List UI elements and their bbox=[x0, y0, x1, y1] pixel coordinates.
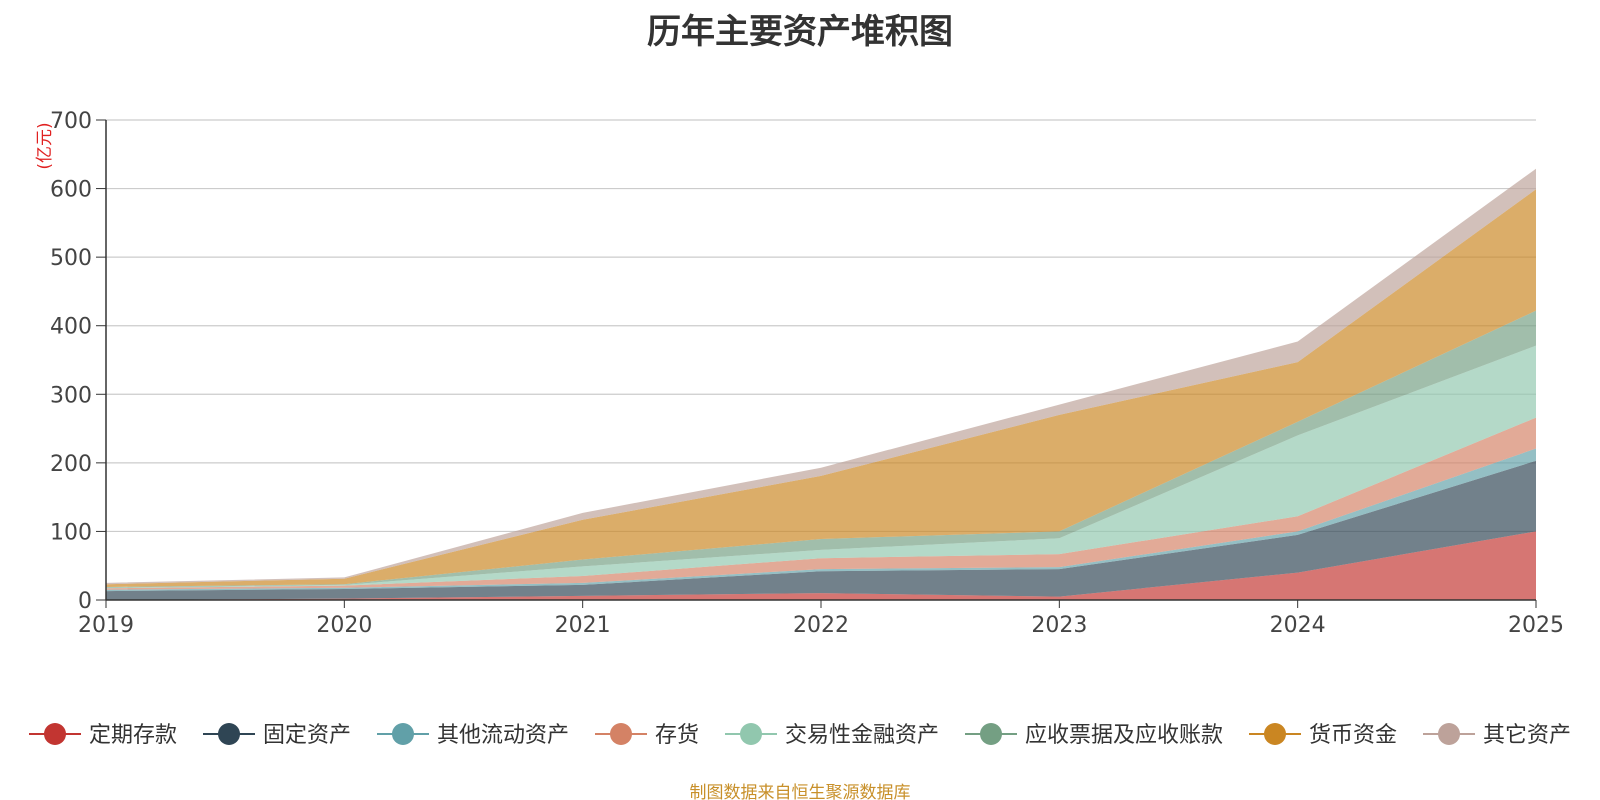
legend-marker-4 bbox=[610, 723, 632, 745]
y-tick-label: 400 bbox=[50, 315, 92, 340]
x-tick-label: 2019 bbox=[78, 613, 134, 638]
y-tick-label: 300 bbox=[50, 383, 92, 408]
legend-label-7: 货币资金 bbox=[1309, 723, 1397, 748]
legend-label-2: 固定资产 bbox=[263, 723, 351, 748]
x-tick-label: 2020 bbox=[316, 613, 372, 638]
x-tick-label: 2021 bbox=[555, 613, 611, 638]
legend-label-3: 其他流动资产 bbox=[437, 723, 569, 748]
x-tick-label: 2022 bbox=[793, 613, 849, 638]
area-series-4 bbox=[106, 417, 1536, 590]
y-tick-label: 500 bbox=[50, 246, 92, 271]
legend-label-5: 交易性金融资产 bbox=[785, 723, 939, 748]
legend-marker-8 bbox=[1438, 723, 1460, 745]
y-tick-label: 100 bbox=[50, 520, 92, 545]
legend-marker-7 bbox=[1264, 723, 1286, 745]
area-series-7 bbox=[106, 189, 1536, 588]
legend-marker-5 bbox=[740, 723, 762, 745]
legend-label-4: 存货 bbox=[655, 723, 699, 748]
legend-label-6: 应收票据及应收账款 bbox=[1025, 723, 1223, 748]
x-tick-label: 2024 bbox=[1270, 613, 1326, 638]
chart-title: 历年主要资产堆积图 bbox=[647, 12, 953, 52]
y-tick-label: 0 bbox=[78, 589, 92, 614]
x-tick-label: 2025 bbox=[1508, 613, 1564, 638]
legend-marker-6 bbox=[980, 723, 1002, 745]
source-note: 制图数据来自恒生聚源数据库 bbox=[689, 783, 911, 800]
x-tick-label: 2023 bbox=[1031, 613, 1087, 638]
y-unit-label: (亿元) bbox=[35, 122, 55, 169]
legend-marker-3 bbox=[392, 723, 414, 745]
area-series-6 bbox=[106, 310, 1536, 588]
y-tick-label: 700 bbox=[50, 109, 92, 134]
legend-label-1: 定期存款 bbox=[89, 723, 177, 748]
legend-label-8: 其它资产 bbox=[1483, 723, 1571, 748]
area-series-1 bbox=[106, 531, 1536, 600]
legend-marker-2 bbox=[218, 723, 240, 745]
legend-marker-1 bbox=[44, 723, 66, 745]
area-series-2 bbox=[106, 460, 1536, 600]
y-tick-label: 600 bbox=[50, 178, 92, 203]
y-tick-label: 200 bbox=[50, 452, 92, 477]
area-series-5 bbox=[106, 345, 1536, 589]
